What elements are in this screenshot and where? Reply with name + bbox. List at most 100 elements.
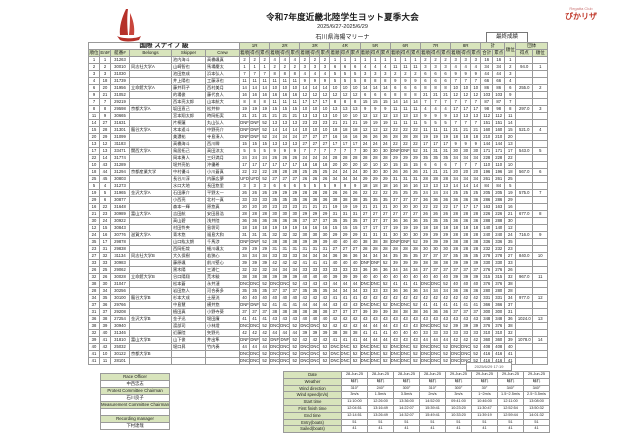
race-sub-header: 得点: [460, 49, 472, 57]
cell-race-score: 33: [289, 252, 301, 260]
cell-race-score: 4: [359, 63, 371, 71]
cell-race-score: 40: [279, 294, 291, 302]
cell-crew: 竹内奏: [205, 343, 240, 351]
cell-race-score: DNC: [430, 280, 442, 288]
cell-race-score: 33: [470, 329, 482, 337]
cell-race-score: 13: [339, 105, 351, 113]
cell-race-score: 36: [319, 196, 331, 204]
cell-race-score: 34: [409, 266, 421, 274]
cell-race-score: 37: [460, 266, 472, 274]
cell-race-score: 34: [329, 287, 341, 295]
race-info-row: Start time 11:10:00 12:26:00 13:36:00 14:52:…: [283, 398, 550, 406]
cell-race-score: 36: [279, 217, 291, 225]
race-info-value: 29-Jun-25: [471, 371, 498, 379]
cell-entry: 28: [99, 126, 111, 134]
officials-label-row: Race Officer: [99, 373, 171, 381]
race-sub-header: 累点: [409, 49, 421, 57]
cell-race-score: DNC: [238, 350, 251, 358]
race-info-value: 12:14:51: [341, 411, 368, 420]
cell-race-score: DNC: [359, 357, 371, 365]
cell-race-score: 13: [409, 112, 421, 120]
cell-race-score: DNC: [430, 350, 442, 358]
cell-race-score: 5: [329, 77, 341, 85]
cell-race-score: 42: [349, 322, 361, 330]
cell-race-score: 11: [399, 105, 411, 113]
cell-race-score: 26: [369, 133, 381, 141]
cell-team-points: 543.0: [515, 147, 534, 155]
cell-race-score: 37: [238, 308, 251, 316]
cell-sail-number: 25032: [110, 343, 130, 351]
cell-race-score: 7: [329, 147, 341, 155]
cell-race-score: 39: [359, 308, 371, 316]
cell-team-rank: [532, 259, 549, 267]
cell-race-score: DNC: [238, 357, 251, 365]
cell-race-score: DNF: [269, 336, 281, 344]
cell-entry: 42: [99, 343, 111, 351]
cell-sail-number: 31183: [110, 140, 130, 148]
cell-race-score: 35: [419, 154, 432, 162]
cell-race-score: 18: [369, 182, 381, 190]
cell-race-score: 43: [359, 315, 371, 323]
cell-race-score: 10: [349, 84, 361, 92]
cell-race-score: 10: [319, 126, 331, 134]
cell-race-score: 14: [319, 84, 331, 92]
cell-race-score: 36: [269, 217, 281, 225]
cell-race-score: 17: [339, 140, 351, 148]
cell-belongs: [129, 259, 172, 267]
cell-race-score: 40: [299, 315, 311, 323]
cell-race-score: DNC: [399, 343, 411, 351]
cell-race-score: 39: [379, 308, 391, 316]
cell-race-score: 19: [279, 224, 291, 232]
cell-race-score: 11: [440, 126, 452, 134]
table-row: 31 37 29208 植田真 小野寺葵 37 37 37 38 38 38 38 38 38 37 37 37…: [88, 308, 549, 316]
race-info-value: 30°: [471, 384, 498, 393]
cell-team-points: [515, 182, 534, 190]
cell-race-score: 44: [289, 329, 301, 337]
cell-race-score: 43: [419, 315, 432, 323]
cell-rank: 13: [88, 140, 100, 148]
cell-race-score: 42: [319, 294, 331, 302]
race-info-row: Wind speed(m/s) 3m/s 1.5m/s 3.5m/s 2m/s 3m/s 1…: [283, 391, 550, 400]
cell-race-score: 18: [450, 133, 462, 141]
cell-race-score: 43: [389, 336, 401, 344]
cell-race-score: 52: [319, 343, 331, 351]
cell-race-score: 35: [339, 217, 351, 225]
race-info-value: 51: [393, 418, 420, 427]
cell-race-score: 6: [419, 70, 432, 78]
cell-skipper: 小西亮: [171, 196, 206, 204]
cell-belongs: [129, 245, 172, 253]
cell-race-score: 18: [430, 224, 442, 232]
cell-entry: 3: [99, 70, 111, 78]
cell-race-score: 15: [399, 161, 411, 169]
cell-place: 41: [504, 350, 517, 358]
column-header: 順位: [88, 49, 100, 57]
cell-place: 9: [504, 91, 517, 99]
cell-race-score: 17: [329, 140, 341, 148]
cell-race-score: 30: [309, 231, 321, 239]
cell-crew: 永井漣: [205, 280, 240, 288]
cell-sail-number: 27254: [110, 315, 130, 323]
cell-race-score: 43: [460, 315, 472, 323]
cell-race-score: 26: [440, 210, 452, 218]
cell-race-score: 39: [319, 329, 331, 337]
table-row: 29 6 30877 小西亮 北村一真 33 33 33 35 35 35 36 36 36 38 38 38 3…: [88, 196, 549, 204]
cell-race-score: 35: [309, 287, 321, 295]
cell-race-score: 39: [309, 329, 321, 337]
cell-race-score: DNC: [249, 280, 261, 288]
cell-belongs: [129, 203, 172, 211]
cell-race-score: 18: [470, 224, 482, 232]
cell-race-score: 38: [430, 259, 442, 267]
race-info-value: 29-Jun-25: [445, 371, 472, 379]
race-info-value: 1~2m/s: [471, 391, 498, 400]
cell-race-score: 15: [339, 224, 351, 232]
cell-place: 38: [504, 322, 517, 330]
cell-race-score: 5: [349, 70, 361, 78]
cell-crew: [205, 357, 240, 365]
cell-race-score: 27: [309, 140, 321, 148]
cell-race-score: 38: [249, 273, 261, 281]
cell-race-score: 36: [329, 252, 341, 260]
cell-rank: 35: [88, 238, 100, 246]
cell-race-score: 14: [359, 84, 371, 92]
cell-race-score: DNC: [249, 322, 261, 330]
cell-net: 278: [492, 252, 506, 260]
